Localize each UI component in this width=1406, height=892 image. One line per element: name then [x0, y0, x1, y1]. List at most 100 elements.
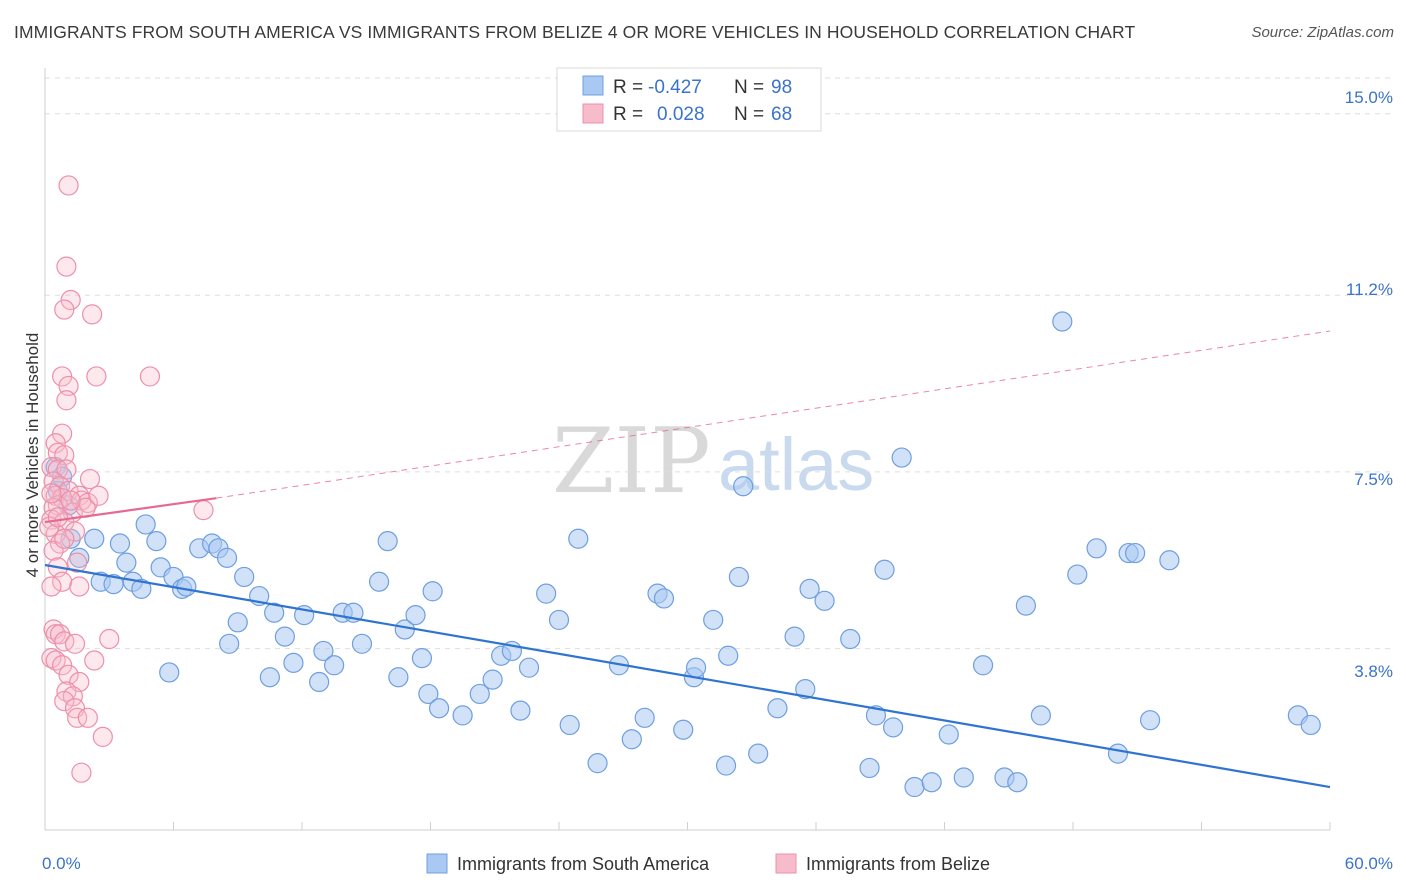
point-belize [67, 707, 88, 728]
series-legend: Immigrants from South America Immigrants… [426, 853, 990, 874]
x-tick-label-left: 0.0% [42, 854, 81, 873]
point-south-america [1007, 772, 1028, 793]
legend-r-label: R = [613, 77, 643, 98]
point-south-america [259, 667, 280, 688]
point-belize [60, 490, 81, 511]
trend-lines [44, 330, 1331, 789]
point-south-america [559, 714, 580, 736]
point-belize [69, 576, 90, 597]
point-south-america [733, 476, 754, 497]
legend-n-value: 98 [771, 77, 792, 98]
y-tick-label: 15.0% [1345, 88, 1393, 107]
point-south-america [227, 612, 248, 633]
point-belize [47, 507, 68, 528]
point-south-america [653, 588, 675, 609]
point-belize [64, 633, 86, 654]
legend-swatch-south-america [582, 75, 604, 96]
series-south-america [45, 311, 1321, 798]
point-south-america [1300, 714, 1321, 736]
legend-swatch-belize [582, 103, 604, 124]
point-belize [92, 726, 113, 747]
point-belize [84, 650, 105, 671]
legend-n-label: N = [734, 77, 764, 98]
point-south-america [587, 753, 608, 774]
legend-n-label: N = [734, 104, 764, 125]
point-belize [71, 762, 92, 783]
point-south-america [388, 667, 409, 688]
point-south-america [219, 633, 240, 654]
point-south-america [1159, 550, 1180, 571]
point-south-america [116, 552, 137, 573]
trend-line-belize [44, 497, 217, 524]
point-south-america [309, 671, 330, 693]
watermark-zip: ZIP [552, 409, 711, 514]
point-south-america [469, 683, 490, 705]
point-south-america [536, 583, 557, 604]
point-belize [45, 624, 66, 645]
point-south-america [548, 609, 570, 631]
point-south-america [767, 698, 788, 719]
stats-legend: R = -0.427 N = 98 R = 0.028 N = 68 [556, 67, 822, 132]
source-label: Source: ZipAtlas.com [1251, 24, 1394, 41]
legend-r-label: R = [613, 104, 643, 125]
point-belize [67, 552, 88, 573]
point-south-america [904, 776, 925, 798]
point-south-america [146, 531, 167, 552]
point-south-america [351, 633, 373, 654]
point-south-america [728, 566, 750, 588]
point-south-america [1052, 311, 1073, 332]
point-south-america [784, 626, 805, 647]
point-belize [86, 366, 107, 387]
point-south-america [568, 528, 589, 549]
point-south-america [135, 514, 156, 535]
point-south-america [921, 772, 942, 793]
point-belize [77, 707, 98, 728]
point-south-america [748, 743, 769, 764]
y-tick-label: 11.2% [1346, 280, 1393, 299]
point-south-america [482, 669, 503, 690]
legend-r-value: 0.028 [657, 104, 705, 125]
point-south-america [313, 640, 334, 662]
point-south-america [159, 662, 180, 683]
point-south-america [411, 648, 433, 669]
y-axis-title: 4 or more Vehicles in Household [23, 333, 42, 578]
point-south-america [518, 657, 540, 678]
point-south-america [264, 602, 285, 623]
point-south-america [428, 698, 450, 719]
point-south-america [859, 757, 880, 779]
point-belize [54, 690, 75, 712]
point-south-america [972, 655, 994, 676]
point-belize [82, 304, 103, 325]
trend-line-belize-extension [216, 330, 1331, 499]
series-belize [39, 175, 214, 783]
point-south-america [795, 679, 816, 700]
point-south-america [718, 645, 739, 666]
legend-swatch-south-america [426, 853, 448, 874]
point-belize [99, 628, 120, 650]
gridlines [45, 77, 1392, 650]
point-south-america [891, 447, 912, 468]
point-south-america [405, 605, 426, 626]
point-south-america [685, 657, 707, 678]
legend-swatch-belize [775, 853, 797, 874]
point-belize [56, 390, 77, 411]
y-tick-labels: 15.0% 11.2% 7.5% 3.8% [1345, 88, 1393, 681]
point-south-america [510, 700, 531, 721]
point-south-america [216, 547, 238, 568]
point-south-america [377, 531, 398, 552]
point-south-america [865, 705, 887, 726]
point-south-america [324, 655, 345, 676]
point-belize [56, 256, 77, 277]
point-south-america [1030, 705, 1051, 726]
point-south-america [109, 533, 131, 554]
point-south-america [283, 652, 304, 673]
point-south-america [715, 755, 737, 776]
point-south-america [1139, 710, 1161, 731]
point-south-america [874, 559, 895, 580]
point-south-america [634, 707, 655, 728]
x-tick-label-right: 60.0% [1345, 854, 1393, 873]
point-south-america [131, 578, 152, 599]
chart-title: IMMIGRANTS FROM SOUTH AMERICA VS IMMIGRA… [14, 22, 1136, 42]
legend-n-value: 68 [771, 104, 792, 125]
